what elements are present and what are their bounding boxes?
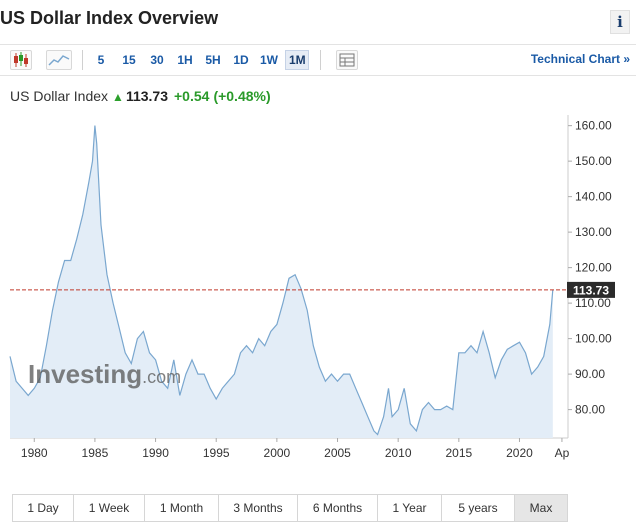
info-icon[interactable]: i	[610, 10, 630, 34]
technical-chart-link[interactable]: Technical Chart »	[530, 52, 630, 66]
x-tick-label: 1985	[82, 446, 109, 460]
y-tick-label: 110.00	[575, 296, 611, 310]
watermark-logo: Investing.com	[28, 359, 181, 389]
series-line	[9, 125, 554, 436]
y-tick-label: 150.00	[575, 154, 612, 168]
toolbar-separator	[82, 50, 83, 70]
y-tick-label: 90.00	[575, 367, 605, 381]
x-tick-label: 2005	[324, 446, 351, 460]
y-tick-label: 130.00	[575, 225, 612, 239]
x-tick-label: 2000	[264, 446, 291, 460]
time-range-selector: 1 Day 1 Week 1 Month 3 Months 6 Months 1 Year…	[12, 494, 568, 522]
up-arrow-icon: ▲	[112, 90, 124, 104]
x-tick-label: 2010	[385, 446, 412, 460]
range-button-5-years[interactable]: 5 years	[442, 495, 515, 521]
chart-toolbar: 5 15 30 1H 5H 1D 1W 1M Technical Chart »	[0, 45, 636, 76]
x-tick-label: Ap	[555, 446, 570, 460]
last-price: 113.73	[125, 88, 168, 104]
page-title: US Dollar Index Overview	[0, 8, 219, 28]
interval-button-15[interactable]: 15	[122, 53, 136, 67]
instrument-name: US Dollar Index	[10, 88, 109, 104]
range-button-3-months[interactable]: 3 Months	[219, 495, 298, 521]
y-tick-label: 120.00	[575, 261, 612, 275]
range-button-1-week[interactable]: 1 Week	[74, 495, 145, 521]
title-bar: US Dollar Index Overview i	[0, 0, 636, 45]
interval-button-1w[interactable]: 1W	[260, 53, 278, 67]
interval-button-1m[interactable]: 1M	[285, 50, 309, 70]
last-price-label: 113.73	[573, 283, 609, 297]
area-fill	[10, 125, 553, 438]
x-tick-label: 1995	[203, 446, 230, 460]
y-tick-label: 80.00	[575, 403, 605, 417]
y-tick-label: 160.00	[575, 119, 612, 133]
range-button-1-month[interactable]: 1 Month	[145, 495, 219, 521]
candlestick-chart-icon[interactable]	[10, 50, 32, 70]
range-button-6-months[interactable]: 6 Months	[298, 495, 378, 521]
interval-button-5[interactable]: 5	[97, 53, 105, 67]
data-table-icon[interactable]	[336, 50, 358, 70]
x-tick-label: 1980	[21, 446, 48, 460]
y-tick-label: 100.00	[575, 332, 612, 346]
price-change-percent: (+0.48%)	[213, 88, 271, 104]
interval-button-1h[interactable]: 1H	[177, 53, 193, 67]
x-tick-label: 2015	[445, 446, 472, 460]
toolbar-separator	[320, 50, 321, 70]
price-chart[interactable]: 80.00 90.00 100.00 110.00 120.00 130.00 140.00…	[0, 115, 636, 473]
range-button-max[interactable]: Max	[515, 495, 567, 521]
range-button-1-year[interactable]: 1 Year	[378, 495, 442, 521]
range-button-1-day[interactable]: 1 Day	[13, 495, 74, 521]
y-tick-label: 140.00	[575, 190, 612, 204]
area-chart-icon[interactable]	[46, 50, 72, 70]
x-tick-label: 1990	[142, 446, 169, 460]
interval-button-30[interactable]: 30	[150, 53, 164, 67]
last-price-badge	[567, 281, 615, 298]
interval-button-5h[interactable]: 5H	[205, 53, 221, 67]
price-change: +0.54	[174, 88, 210, 104]
x-tick-label: 2020	[506, 446, 533, 460]
quote-line: US Dollar Index ▲ 113.73 +0.54 (+0.48%)	[10, 88, 271, 104]
interval-button-1d[interactable]: 1D	[233, 53, 249, 67]
